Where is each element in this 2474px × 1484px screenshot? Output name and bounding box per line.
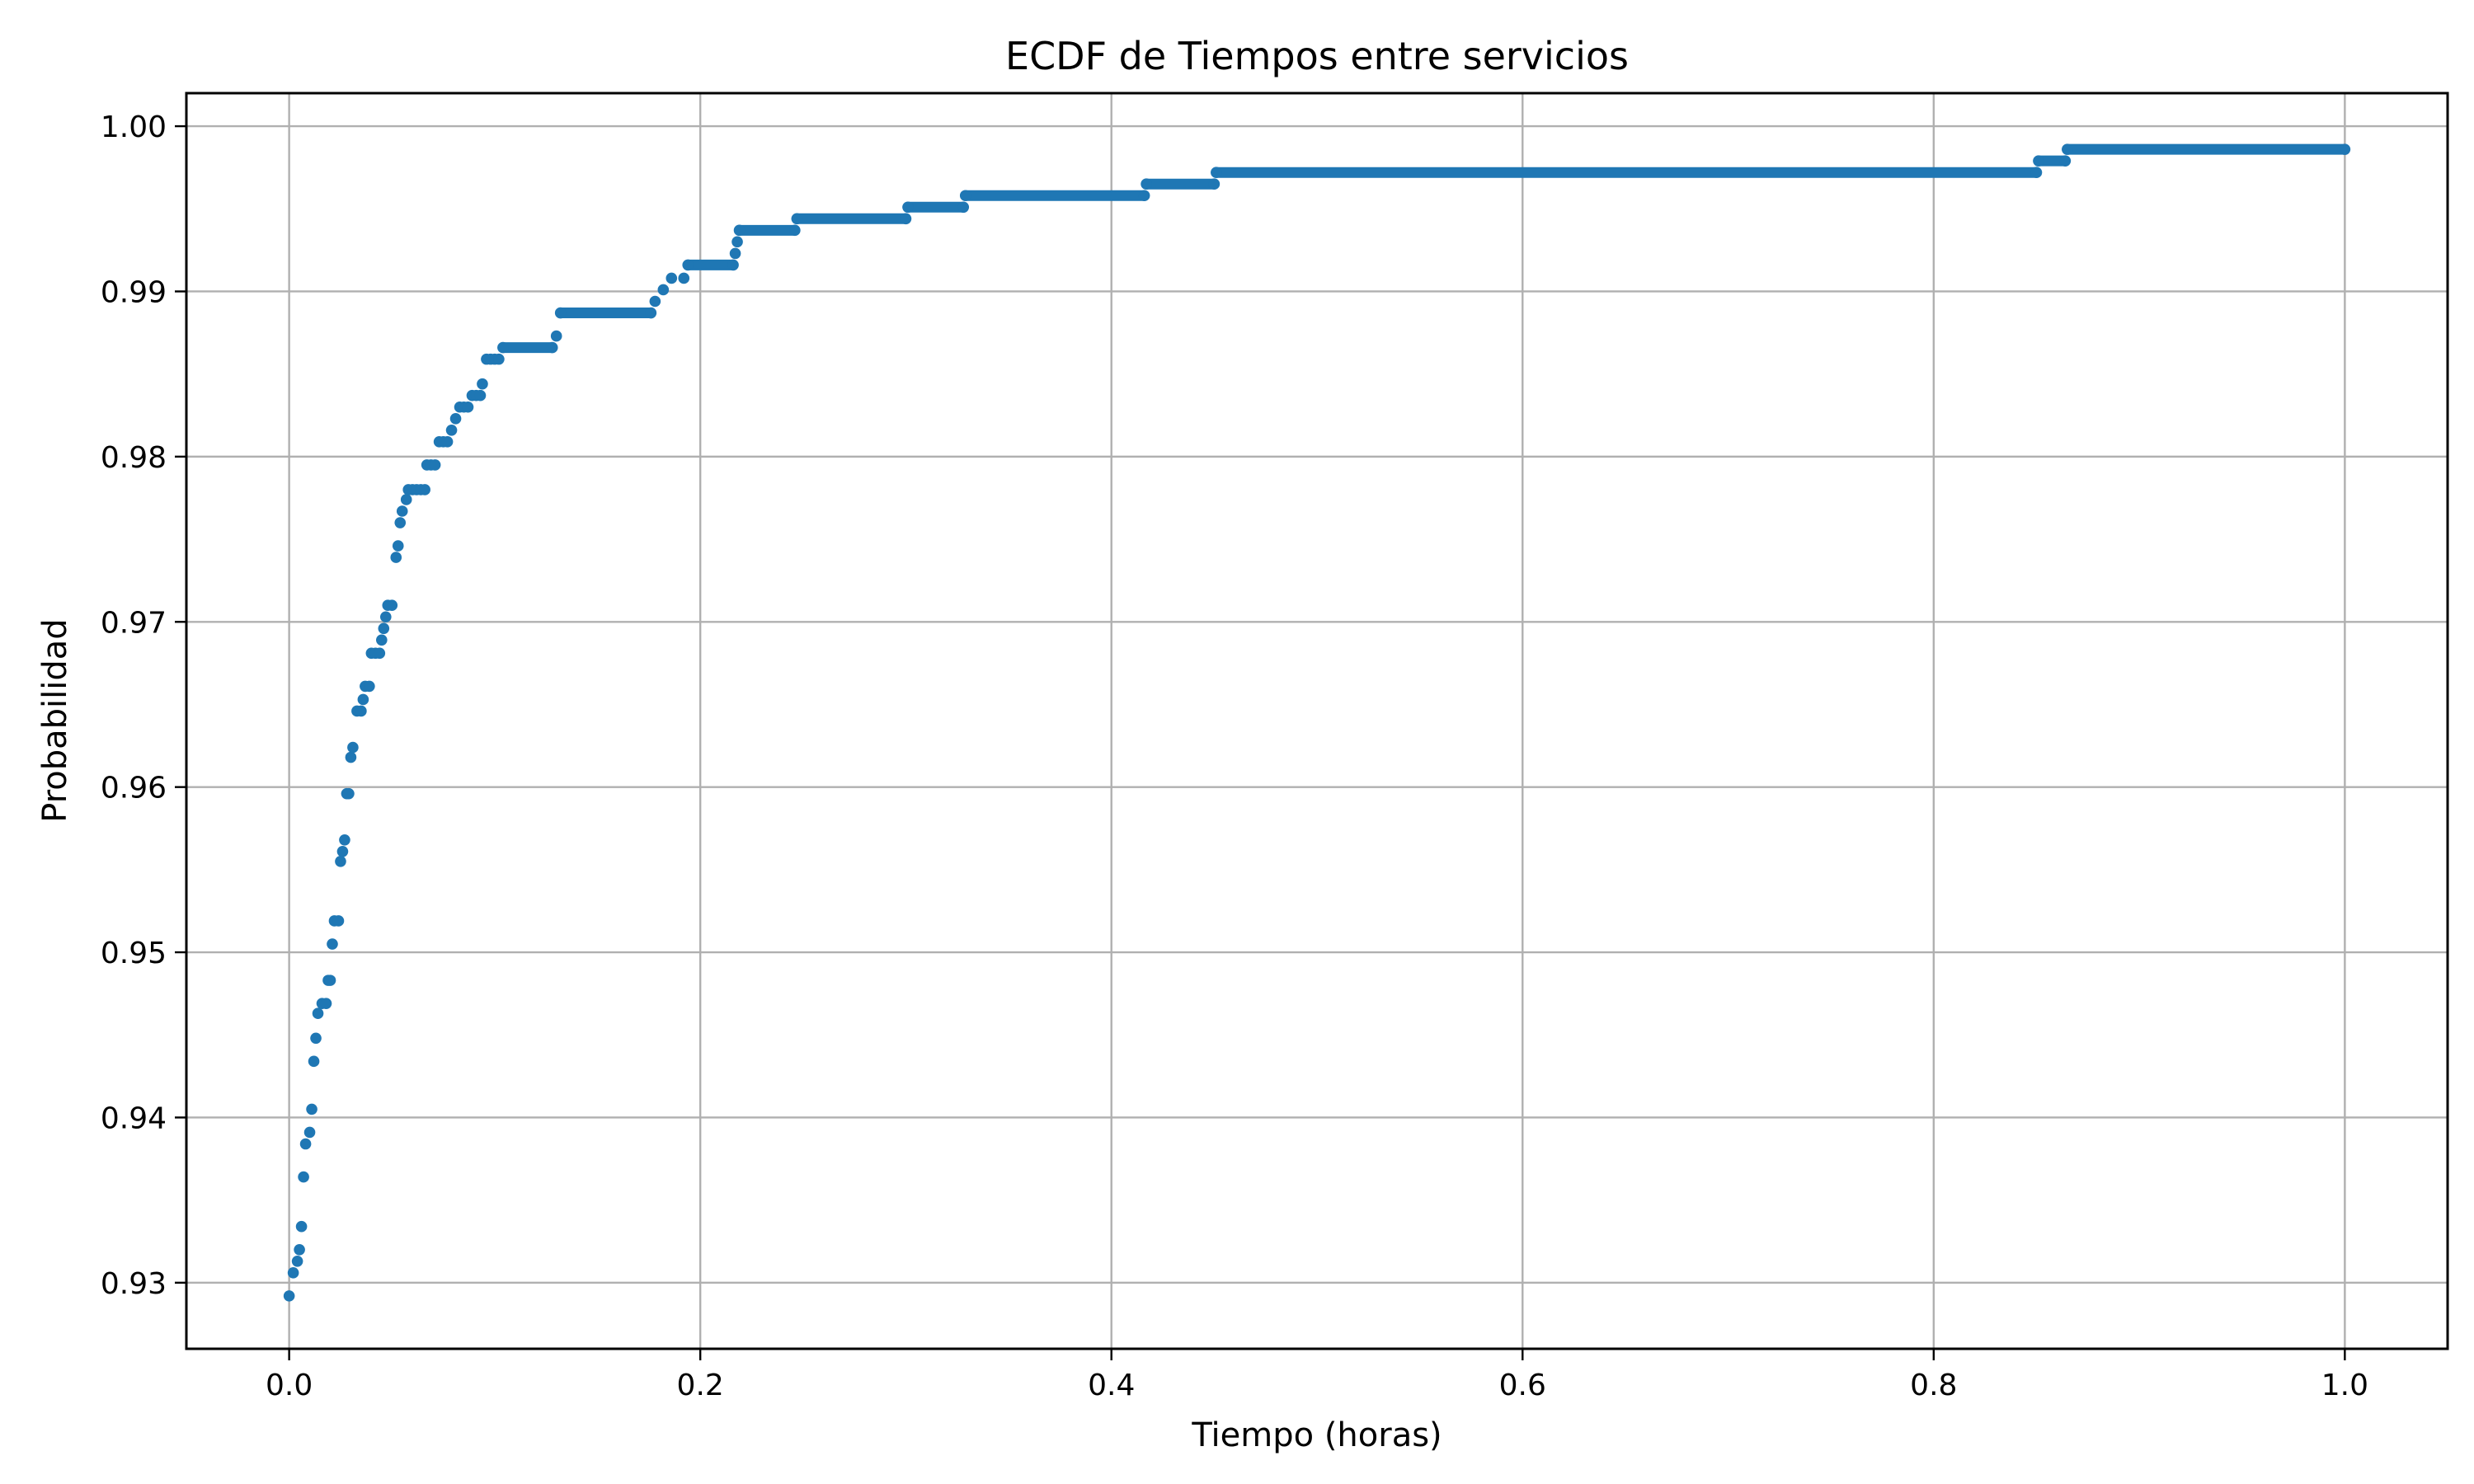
y-axis-label: Probabilidad: [36, 618, 74, 822]
data-points: [283, 143, 2351, 1302]
y-tick-label: 0.99: [101, 275, 167, 309]
data-point: [462, 401, 474, 413]
data-point: [310, 1032, 322, 1045]
data-point: [299, 1138, 312, 1150]
data-point: [657, 284, 670, 296]
data-point: [320, 998, 332, 1009]
data-point: [493, 353, 505, 365]
data-point: [445, 425, 458, 436]
x-axis-label: Tiempo (horas): [1191, 1416, 1442, 1454]
data-point: [347, 741, 359, 754]
data-point: [789, 224, 801, 237]
data-point: [390, 552, 402, 563]
x-tick-label: 0.4: [1088, 1369, 1135, 1402]
data-point: [497, 341, 509, 354]
data-point: [682, 259, 694, 271]
data-point: [345, 751, 357, 763]
data-point: [303, 1126, 316, 1139]
data-point: [554, 307, 567, 319]
x-tick-label: 0.6: [1499, 1369, 1546, 1402]
x-tick-label: 1.0: [2321, 1369, 2368, 1402]
y-tick-label: 1.00: [101, 110, 167, 144]
data-point: [400, 494, 412, 505]
data-point: [379, 611, 392, 623]
data-point: [327, 938, 338, 950]
data-point: [374, 647, 386, 660]
data-point: [645, 307, 657, 319]
x-tick-label: 0.8: [1910, 1369, 1957, 1402]
y-tick-label: 0.96: [101, 772, 167, 805]
data-point: [429, 459, 441, 471]
data-point: [900, 213, 912, 225]
data-point: [343, 787, 355, 800]
data-point: [312, 1007, 324, 1019]
data-point: [396, 505, 408, 517]
grid-lines: [186, 93, 2448, 1349]
data-point: [1208, 178, 1221, 190]
data-point: [378, 622, 390, 635]
data-point: [394, 517, 407, 528]
data-point: [902, 201, 914, 214]
y-tick-label: 0.94: [101, 1101, 167, 1135]
data-point: [550, 330, 562, 342]
data-point: [295, 1220, 308, 1233]
data-point: [335, 856, 346, 867]
data-point: [477, 378, 488, 390]
data-point: [1141, 178, 1152, 190]
data-point: [959, 190, 971, 202]
data-point: [727, 259, 739, 271]
data-point: [386, 599, 398, 612]
y-tick-label: 0.97: [101, 606, 167, 640]
chart-title: ECDF de Tiempos entre servicios: [1005, 34, 1629, 78]
axis-ticks: 0.0 0.2 0.4 0.6 0.8 1.0 0.93 0.94 0.95 0.96 0.97 0.…: [101, 110, 2368, 1402]
data-point: [2030, 167, 2043, 178]
data-point: [294, 1243, 305, 1256]
data-point: [392, 540, 404, 552]
data-point: [2339, 143, 2351, 155]
data-point: [336, 846, 349, 857]
y-tick-label: 0.98: [101, 441, 167, 475]
data-point: [449, 412, 462, 425]
data-point: [364, 680, 375, 693]
data-point: [474, 389, 487, 402]
data-point: [1211, 167, 1222, 178]
data-point: [546, 341, 558, 354]
data-point: [324, 974, 336, 986]
data-point: [308, 1055, 320, 1068]
data-point: [731, 236, 743, 248]
data-point: [729, 247, 741, 260]
data-point: [339, 834, 350, 846]
data-point: [298, 1171, 309, 1183]
data-point: [376, 634, 388, 646]
data-point: [957, 201, 970, 214]
data-point: [2062, 143, 2073, 155]
data-point: [419, 484, 430, 495]
data-point: [1138, 190, 1150, 202]
data-point: [2059, 155, 2072, 167]
data-point: [355, 705, 367, 717]
x-tick-label: 0.0: [266, 1369, 313, 1402]
data-point: [666, 272, 678, 284]
x-tick-label: 0.2: [677, 1369, 724, 1402]
data-point: [283, 1290, 295, 1302]
data-point: [291, 1255, 303, 1267]
data-point: [2033, 155, 2044, 167]
data-point: [441, 436, 454, 448]
data-point: [791, 213, 803, 225]
data-point: [678, 272, 690, 284]
data-point: [306, 1103, 317, 1115]
data-point: [733, 224, 745, 237]
data-point: [649, 295, 661, 308]
plot-frame: [185, 92, 2449, 1350]
data-point: [357, 693, 369, 706]
y-tick-label: 0.95: [101, 937, 167, 970]
data-point: [332, 915, 345, 927]
y-tick-label: 0.93: [101, 1267, 167, 1301]
data-point: [287, 1267, 299, 1279]
